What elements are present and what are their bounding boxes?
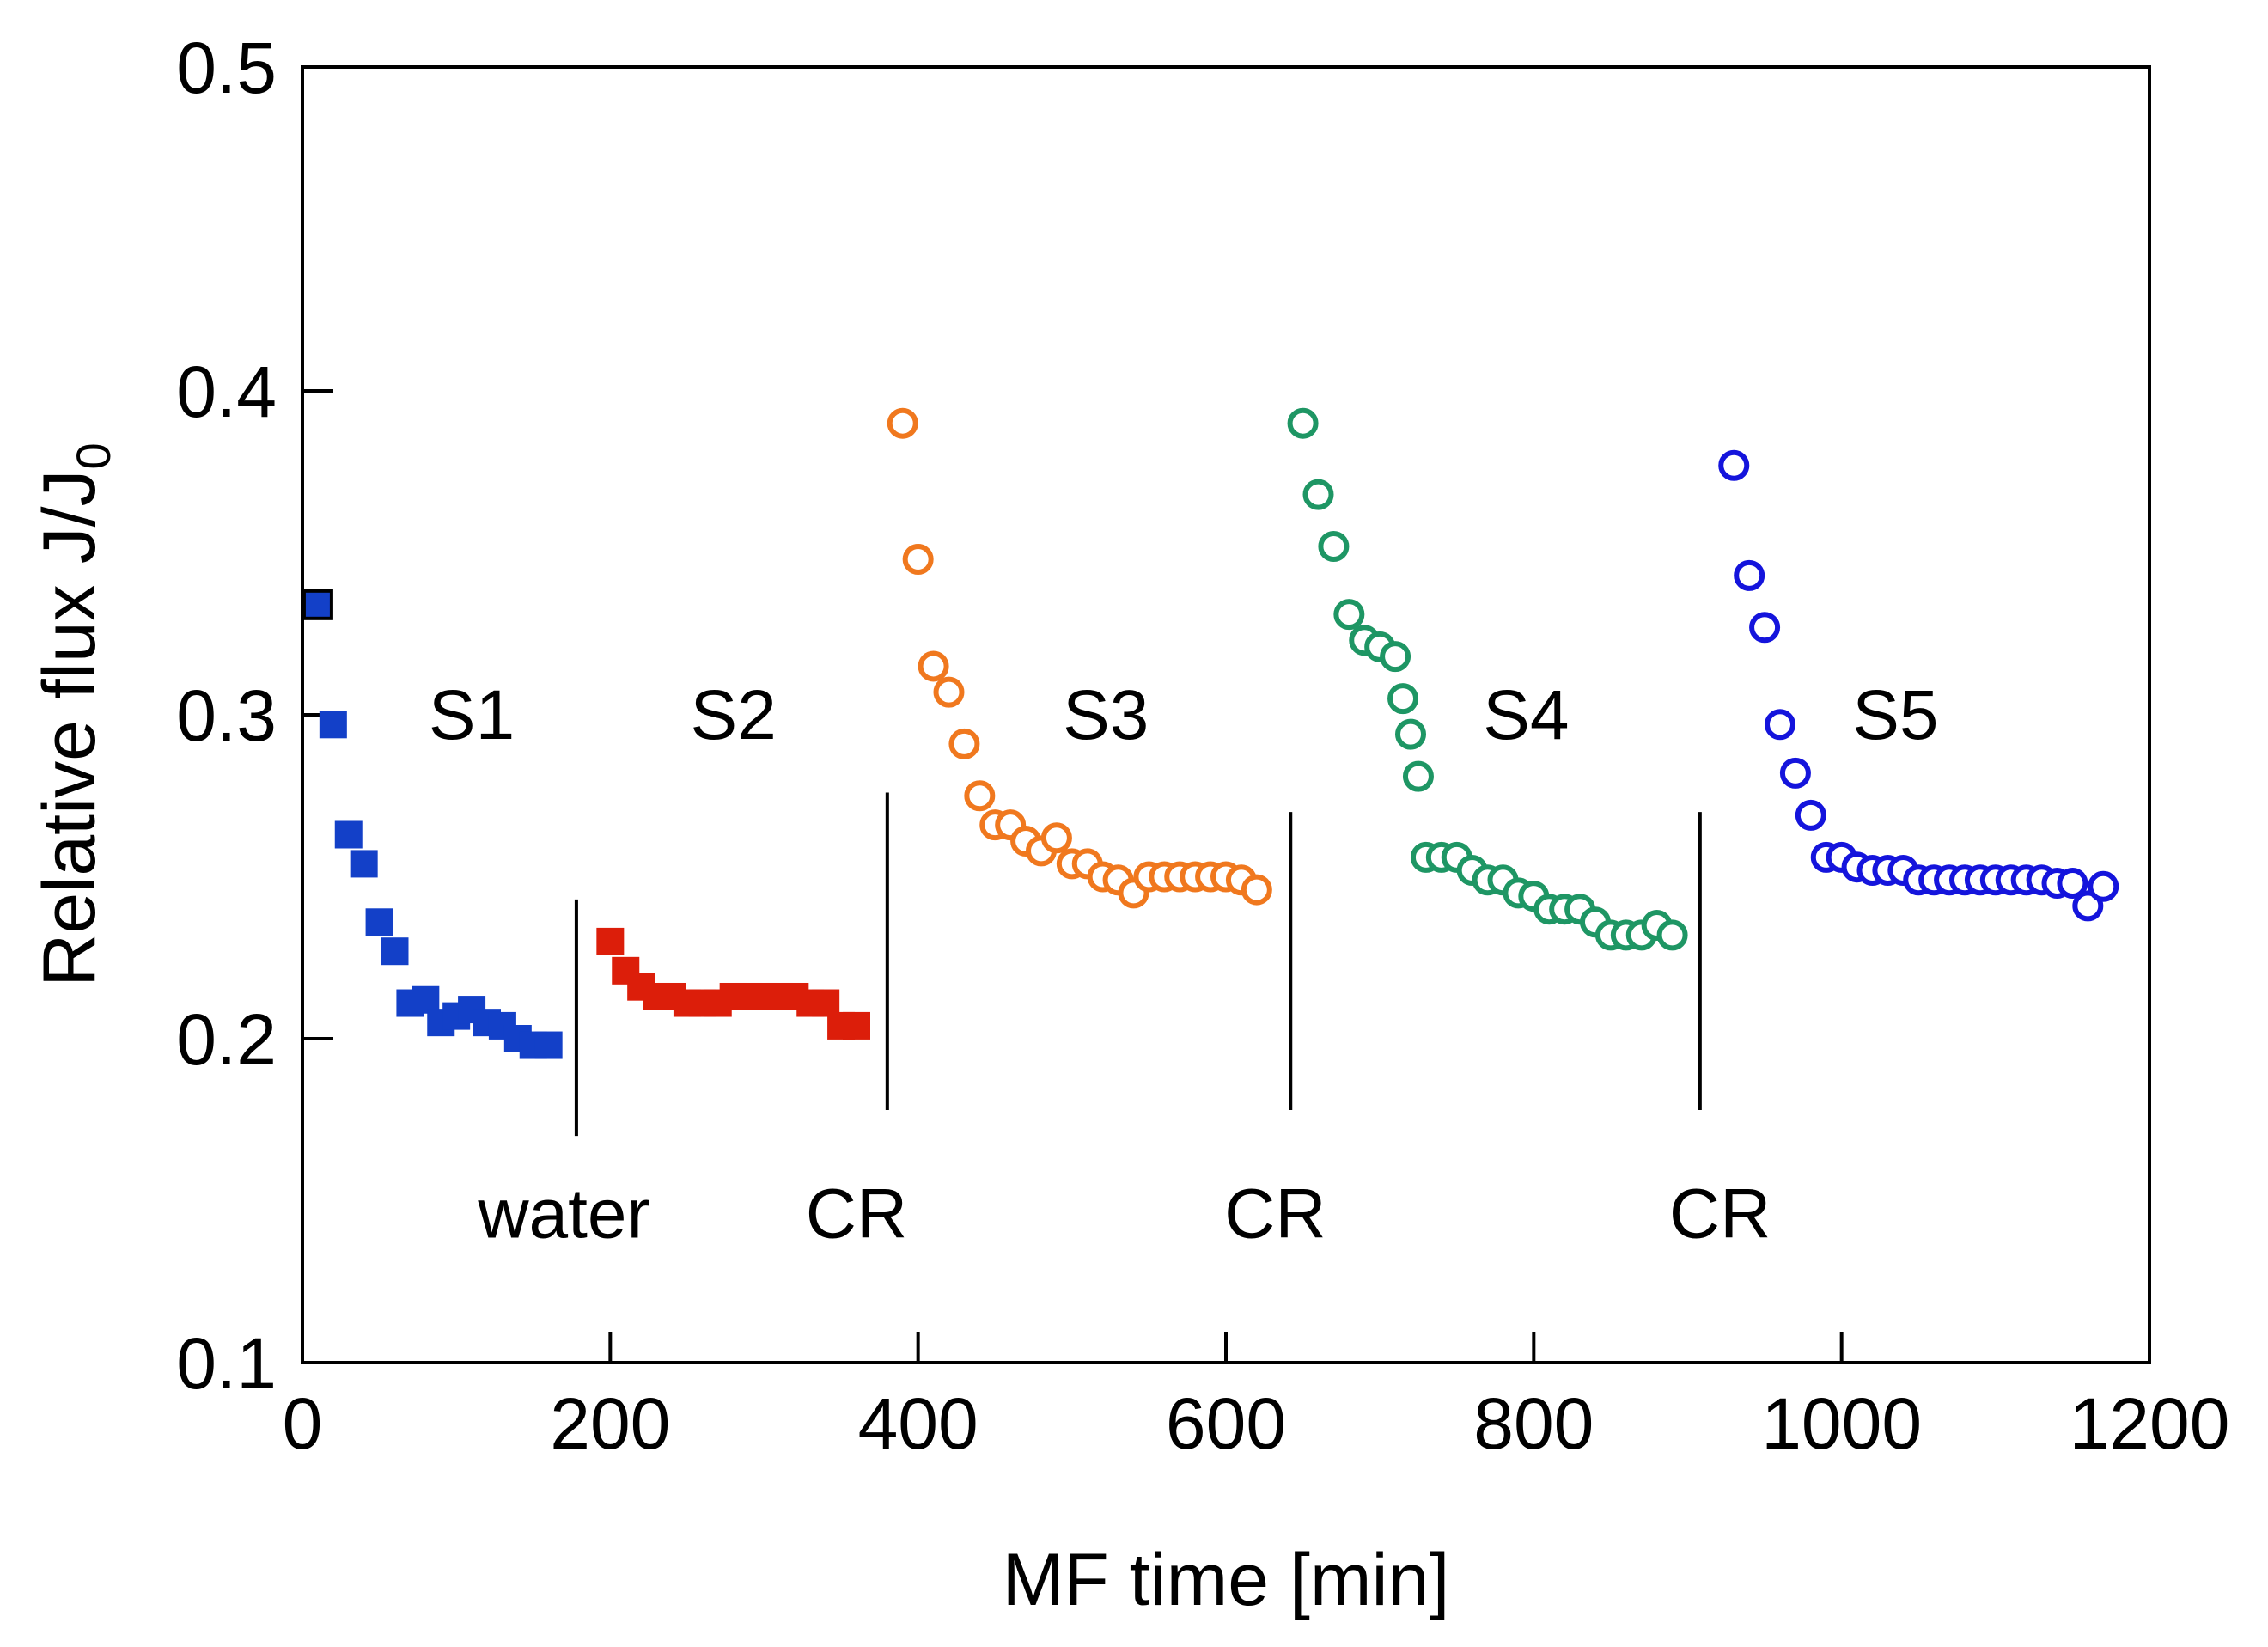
segment-label: S2 xyxy=(691,676,777,754)
data-point xyxy=(843,1011,870,1040)
x-tick-label: 600 xyxy=(1166,1383,1286,1464)
data-point xyxy=(1333,599,1365,631)
x-tick-label: 1200 xyxy=(2070,1383,2230,1464)
data-point xyxy=(1749,612,1781,644)
data-point xyxy=(1779,757,1811,789)
data-point xyxy=(1302,479,1334,510)
data-point xyxy=(1387,683,1419,715)
segment-label: S5 xyxy=(1852,676,1938,754)
x-axis-ticks: 0 200 400 600 800 1000 1200 xyxy=(283,1332,2230,1464)
data-point xyxy=(1318,530,1350,562)
series-s4 xyxy=(1287,407,1688,951)
data-point xyxy=(334,820,363,849)
y-tick-label: 0.1 xyxy=(176,1323,277,1404)
data-point xyxy=(1395,718,1426,750)
y-tick-label: 0.5 xyxy=(176,27,277,108)
segment-label: S4 xyxy=(1483,676,1569,754)
data-point xyxy=(365,908,393,936)
segment-labels: S1 S2 S3 S4 S5 xyxy=(429,676,1939,754)
data-point xyxy=(350,850,378,878)
segment-label: S3 xyxy=(1063,676,1149,754)
divider-label: CR xyxy=(1669,1175,1771,1254)
series-s3 xyxy=(887,407,1272,909)
data-point xyxy=(319,711,347,739)
x-tick-label: 200 xyxy=(550,1383,670,1464)
y-axis-title-subscript: 0 xyxy=(66,442,120,469)
data-point xyxy=(302,589,333,620)
data-point xyxy=(964,780,996,812)
data-point xyxy=(1718,449,1750,481)
x-tick-label: 400 xyxy=(858,1383,979,1464)
divider-label: CR xyxy=(806,1175,907,1254)
series-s2 xyxy=(596,927,870,1040)
divider-label: CR xyxy=(1224,1175,1326,1254)
y-axis-title: Relative flux J/J0 xyxy=(28,442,120,986)
data-point xyxy=(2072,890,2104,922)
data-point xyxy=(1656,919,1688,951)
y-axis-title-main: Relative flux J/J xyxy=(28,469,111,986)
data-point xyxy=(1040,822,1072,854)
data-point xyxy=(1241,874,1272,906)
y-axis-ticks: 0.1 0.2 0.3 0.4 0.5 xyxy=(176,27,333,1404)
data-point xyxy=(2057,868,2088,900)
y-tick-label: 0.3 xyxy=(176,675,277,756)
data-point xyxy=(918,650,949,682)
x-tick-label: 800 xyxy=(1473,1383,1594,1464)
data-point xyxy=(887,407,918,439)
data-point xyxy=(1380,641,1411,673)
x-tick-label: 0 xyxy=(283,1383,323,1464)
data-point xyxy=(1795,799,1826,831)
x-axis-title: MF time [min] xyxy=(1003,1539,1450,1621)
y-tick-label: 0.2 xyxy=(176,999,277,1080)
data-point xyxy=(2088,870,2119,902)
data-point xyxy=(1287,407,1319,439)
x-tick-label: 1000 xyxy=(1761,1383,1922,1464)
data-series xyxy=(302,407,2119,1059)
series-s1 xyxy=(302,589,563,1059)
data-point xyxy=(902,544,934,576)
data-point xyxy=(933,676,965,708)
segment-dividers: water CR CR CR xyxy=(477,792,1771,1254)
data-point xyxy=(948,728,980,759)
series-s5 xyxy=(1718,449,2119,922)
data-point xyxy=(1765,709,1796,741)
data-point xyxy=(534,1031,563,1059)
data-point xyxy=(381,937,409,966)
data-point xyxy=(1734,559,1765,591)
data-point xyxy=(1402,760,1434,792)
divider-label: water xyxy=(477,1175,650,1254)
data-point xyxy=(596,927,625,955)
segment-label: S1 xyxy=(429,676,515,754)
y-tick-label: 0.4 xyxy=(176,351,277,432)
